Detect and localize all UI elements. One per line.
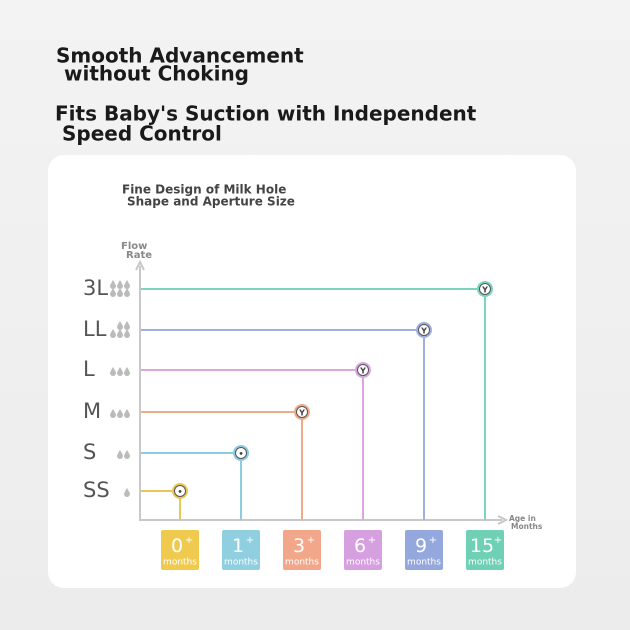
drop <box>117 367 123 376</box>
nipple-symbol: Y <box>359 367 366 376</box>
age-number: 6 <box>354 535 366 557</box>
drop <box>110 367 116 376</box>
age-unit: months <box>224 558 258 568</box>
age-number: 0 <box>171 535 183 557</box>
age: 15 <box>470 535 494 557</box>
nipple-badge-inner <box>418 324 430 336</box>
card <box>48 155 576 588</box>
drop <box>124 488 130 497</box>
flow-size: S <box>83 440 96 464</box>
arrow <box>497 515 509 525</box>
card-title: Fine Design of Milk Hole <box>122 183 286 197</box>
flow-size: SS <box>83 478 110 502</box>
drop <box>124 329 130 338</box>
drop <box>117 280 123 289</box>
age: 3 <box>293 535 305 557</box>
nipple-symbol: Y <box>481 286 488 295</box>
drop <box>110 280 116 289</box>
headline: Smooth Advancement <box>56 44 304 68</box>
nipple-badge-inner <box>357 364 369 376</box>
nipple-symbol: Y <box>298 409 305 418</box>
nipple-badge-inner <box>235 447 247 459</box>
drop <box>124 367 130 376</box>
drop <box>124 280 130 289</box>
age-box <box>283 530 321 570</box>
arrow <box>135 259 145 271</box>
age-number: 1 <box>232 535 244 557</box>
age-box <box>344 530 382 570</box>
age-box <box>161 530 199 570</box>
age-box <box>405 530 443 570</box>
drop <box>117 321 123 330</box>
age: 9 <box>415 535 427 557</box>
age-number: 15 <box>470 535 494 557</box>
age: 6 <box>354 535 366 557</box>
drop <box>110 329 116 338</box>
drop <box>117 288 123 297</box>
age-unit: months <box>346 558 380 568</box>
age-plus: + <box>307 535 315 546</box>
age: 0 <box>171 535 183 557</box>
age-box <box>466 530 504 570</box>
age-number: 9 <box>415 535 427 557</box>
card-title: Shape and Aperture Size <box>127 195 295 209</box>
flow-size: M <box>83 399 101 423</box>
age-unit: months <box>407 558 441 568</box>
nipple-badge-inner <box>296 406 308 418</box>
age-unit: months <box>163 558 197 568</box>
nipple-symbol: Y <box>420 327 427 336</box>
drop <box>117 329 123 338</box>
age-plus: + <box>368 535 376 546</box>
age-number: 3 <box>293 535 305 557</box>
x-axis-label: Months <box>511 522 543 531</box>
flow-size: 3L <box>83 276 108 300</box>
nipple-badge-inner <box>479 283 491 295</box>
flow-size: L <box>83 357 95 381</box>
y-axis-label: Flow <box>121 241 147 252</box>
drop <box>124 409 130 418</box>
age-unit: months <box>285 558 319 568</box>
drop <box>110 288 116 297</box>
nipple-symbol: • <box>238 450 243 459</box>
flow-size: LL <box>83 317 107 341</box>
drop <box>117 450 123 459</box>
drop <box>117 409 123 418</box>
age-plus: + <box>494 535 502 546</box>
drop <box>124 288 130 297</box>
nipple-symbol: • <box>177 488 182 497</box>
age-box <box>222 530 260 570</box>
age-unit: months <box>468 558 502 568</box>
x-axis-label: Age in <box>509 514 536 523</box>
drop <box>124 321 130 330</box>
age-plus: + <box>429 535 437 546</box>
age-plus: + <box>185 535 193 546</box>
subheadline: Fits Baby's Suction with Independent <box>55 102 477 126</box>
age-plus: + <box>246 535 254 546</box>
nipple-badge-inner <box>174 485 186 497</box>
age: 1 <box>232 535 244 557</box>
headline: without Choking <box>64 62 249 86</box>
drop <box>110 409 116 418</box>
drop <box>124 450 130 459</box>
subheadline: Speed Control <box>62 122 222 146</box>
y-axis-label: Rate <box>126 250 152 261</box>
